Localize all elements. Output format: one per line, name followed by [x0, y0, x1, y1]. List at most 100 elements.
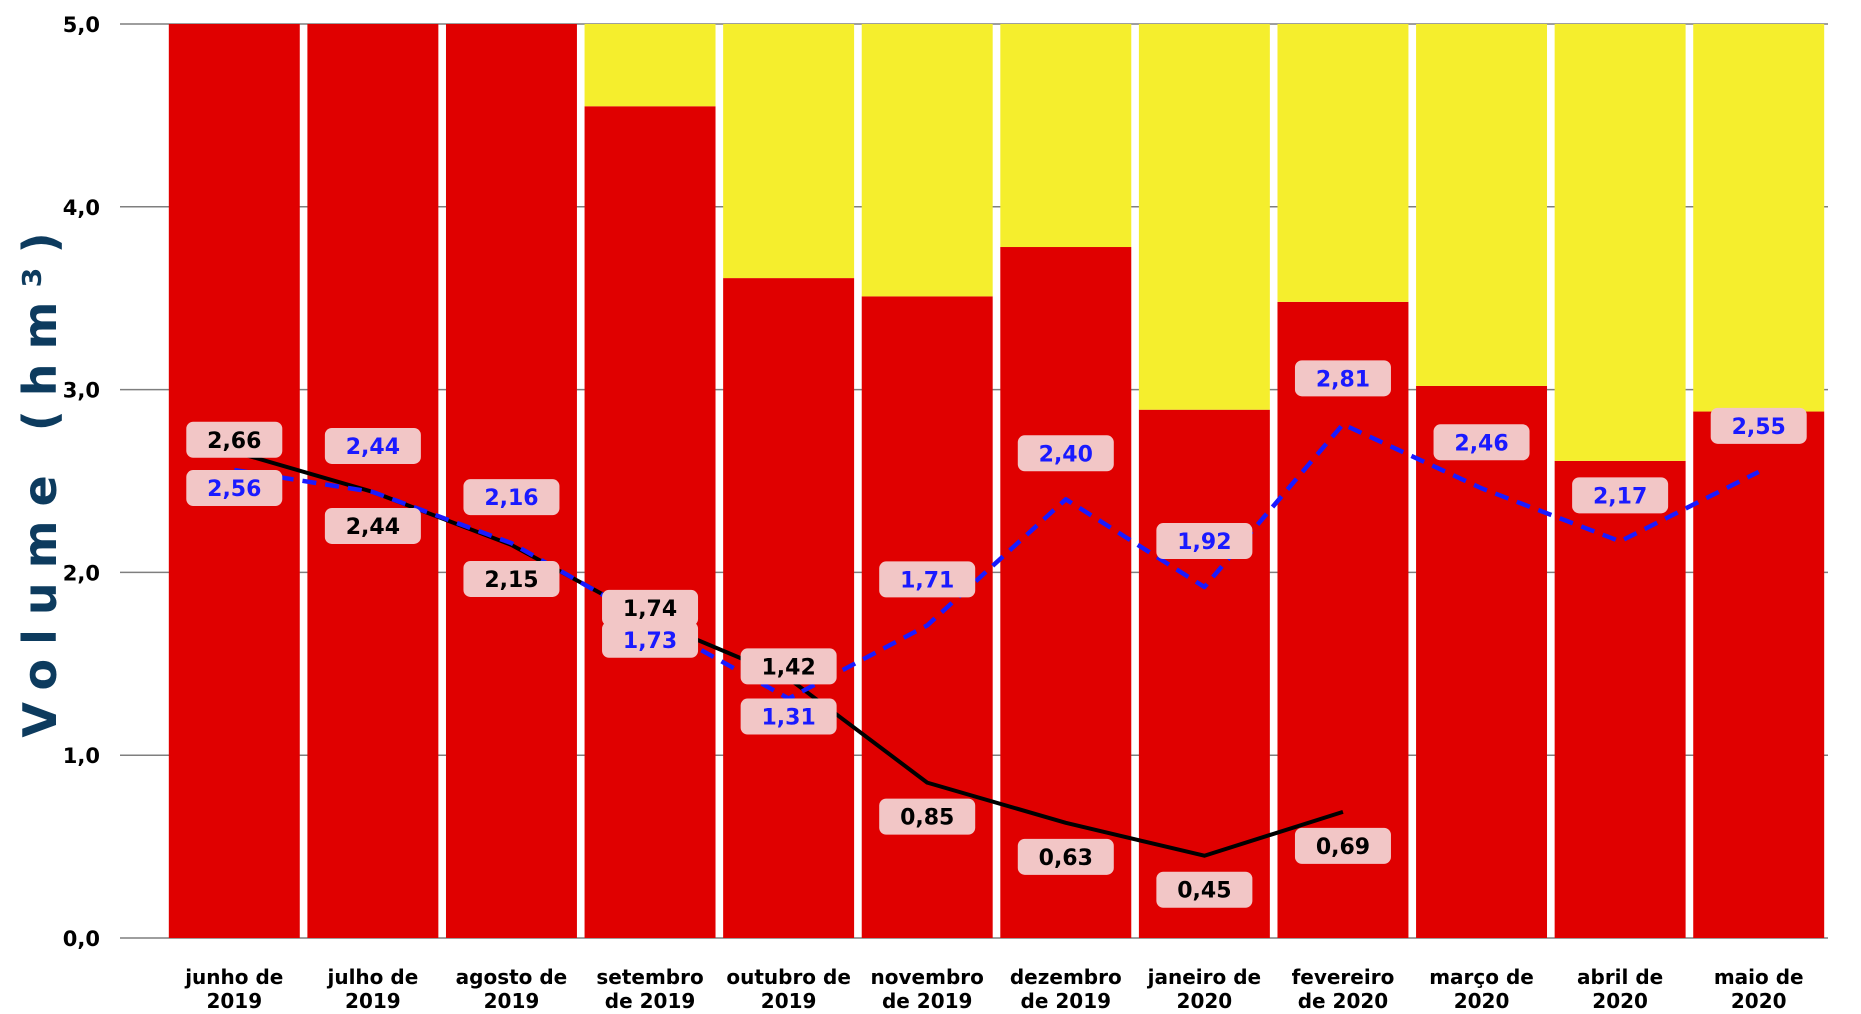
data-label-box [186, 470, 283, 507]
blue-data-label: 2,44 [324, 427, 421, 464]
x-tick-label: maio de 2020 [1714, 965, 1804, 1013]
x-tick-label: abril de 2020 [1577, 965, 1663, 1013]
data-label-text: 0,45 [1177, 879, 1231, 904]
data-label-box [1710, 407, 1807, 444]
data-label-box [324, 427, 421, 464]
data-label-box [1294, 360, 1391, 397]
blue-data-label: 1,92 [1156, 523, 1253, 560]
data-label-text: 2,55 [1732, 415, 1786, 440]
data-label-text: 2,56 [207, 477, 261, 502]
data-label-text: 0,63 [1039, 846, 1093, 871]
bar-red-zone [1416, 385, 1548, 939]
x-tick-label: junho de 2019 [184, 965, 283, 1013]
x-tick-label: fevereiro de 2020 [1292, 965, 1395, 1013]
data-label-box [1156, 871, 1253, 908]
bar-yellow-zone [1138, 24, 1270, 410]
bar-yellow-zone [1416, 24, 1548, 386]
data-label-box [1156, 523, 1253, 560]
data-label-text: 2,40 [1039, 442, 1093, 467]
bar-red-zone [1138, 409, 1270, 938]
blue-data-label: 2,17 [1572, 477, 1669, 514]
data-label-text: 1,92 [1177, 530, 1231, 555]
data-label-text: 1,31 [761, 706, 815, 731]
data-label-text: 2,44 [346, 515, 400, 540]
bar-red-zone [723, 278, 855, 938]
bar-yellow-zone [1277, 24, 1409, 302]
data-label-box [602, 589, 699, 626]
data-label-box [879, 561, 976, 598]
bar-red-zone [584, 106, 716, 938]
blue-data-label: 1,71 [879, 561, 976, 598]
x-tick-label: julho de 2019 [326, 965, 418, 1013]
blue-data-label: 1,31 [740, 698, 837, 735]
axes: 0,0 1,0 2,0 3,0 4,0 5,0 junho de 2019 julho de 20… [63, 13, 1804, 1013]
blue-data-label: 2,40 [1017, 435, 1114, 472]
bar-red-zone [1693, 411, 1825, 938]
x-tick-label: outubro de 2019 [726, 965, 851, 1013]
y-tick-label: 3,0 [63, 379, 100, 403]
bar-red-zone [307, 24, 439, 938]
y-tick-label: 2,0 [63, 561, 100, 585]
data-label-box [463, 479, 560, 516]
x-tick-label: janeiro de 2020 [1147, 965, 1261, 1013]
data-label-box [463, 560, 560, 597]
data-label-text: 2,44 [346, 435, 400, 460]
bar-yellow-zone [1693, 24, 1825, 412]
y-tick-label: 4,0 [63, 196, 100, 220]
data-label-text: 1,74 [623, 597, 677, 622]
y-tick-label: 5,0 [63, 13, 100, 37]
dashed-series-line [233, 422, 1760, 701]
data-label-box [186, 421, 283, 458]
data-label-text: 2,46 [1454, 431, 1508, 456]
y-tick-label: 0,0 [63, 927, 100, 951]
bar-yellow-zone [1554, 24, 1686, 461]
x-tick-label: novembro de 2019 [871, 965, 984, 1013]
bar-yellow-zone [861, 24, 993, 297]
data-label-box [879, 798, 976, 835]
data-label-text: 2,15 [484, 568, 538, 593]
bar-yellow-zone [584, 24, 716, 107]
data-label-text: 2,16 [484, 486, 538, 511]
data-label-text: 0,69 [1316, 835, 1370, 860]
black-data-label: 2,66 [186, 421, 283, 458]
data-label-text: 2,81 [1316, 367, 1370, 392]
bar-yellow-zone [1000, 24, 1132, 248]
blue-data-label: 1,73 [602, 621, 699, 658]
data-label-box [1572, 477, 1669, 514]
data-label-text: 1,71 [900, 568, 954, 593]
data-label-text: 1,42 [761, 655, 815, 680]
data-label-box [740, 698, 837, 735]
black-data-label: 0,63 [1017, 838, 1114, 875]
bar-red-zone [1554, 460, 1686, 938]
x-tick-label: março de 2020 [1429, 965, 1534, 1013]
data-labels: 2,56 2,44 2,16 1,73 1,31 1,71 2,40 1,92 2,81 2,46… [186, 360, 1807, 908]
black-data-label: 2,15 [463, 560, 560, 597]
blue-data-label: 2,55 [1710, 407, 1807, 444]
blue-data-label: 2,56 [186, 470, 283, 507]
data-label-text: 0,85 [900, 806, 954, 831]
data-label-box [1017, 838, 1114, 875]
data-label-box [1017, 435, 1114, 472]
data-label-box [1294, 827, 1391, 864]
bar-red-zone [861, 296, 993, 938]
data-label-box [602, 621, 699, 658]
black-data-label: 2,44 [324, 507, 421, 544]
data-label-box [324, 507, 421, 544]
black-data-label: 0,45 [1156, 871, 1253, 908]
data-label-box [740, 648, 837, 685]
y-axis-label: Volume (hm³) [13, 218, 67, 737]
y-tick-label: 1,0 [63, 744, 100, 768]
blue-data-label: 2,81 [1294, 360, 1391, 397]
data-label-text: 2,17 [1593, 484, 1647, 509]
blue-data-label: 2,16 [463, 479, 560, 516]
black-data-label: 0,85 [879, 798, 976, 835]
black-data-label: 1,42 [740, 648, 837, 685]
x-tick-label: setembro de 2019 [596, 965, 703, 1013]
data-label-box [1433, 424, 1530, 461]
blue-data-label: 2,46 [1433, 424, 1530, 461]
data-label-text: 2,66 [207, 429, 261, 454]
data-label-text: 1,73 [623, 629, 677, 654]
bar-yellow-zone [723, 24, 855, 279]
black-data-label: 0,69 [1294, 827, 1391, 864]
